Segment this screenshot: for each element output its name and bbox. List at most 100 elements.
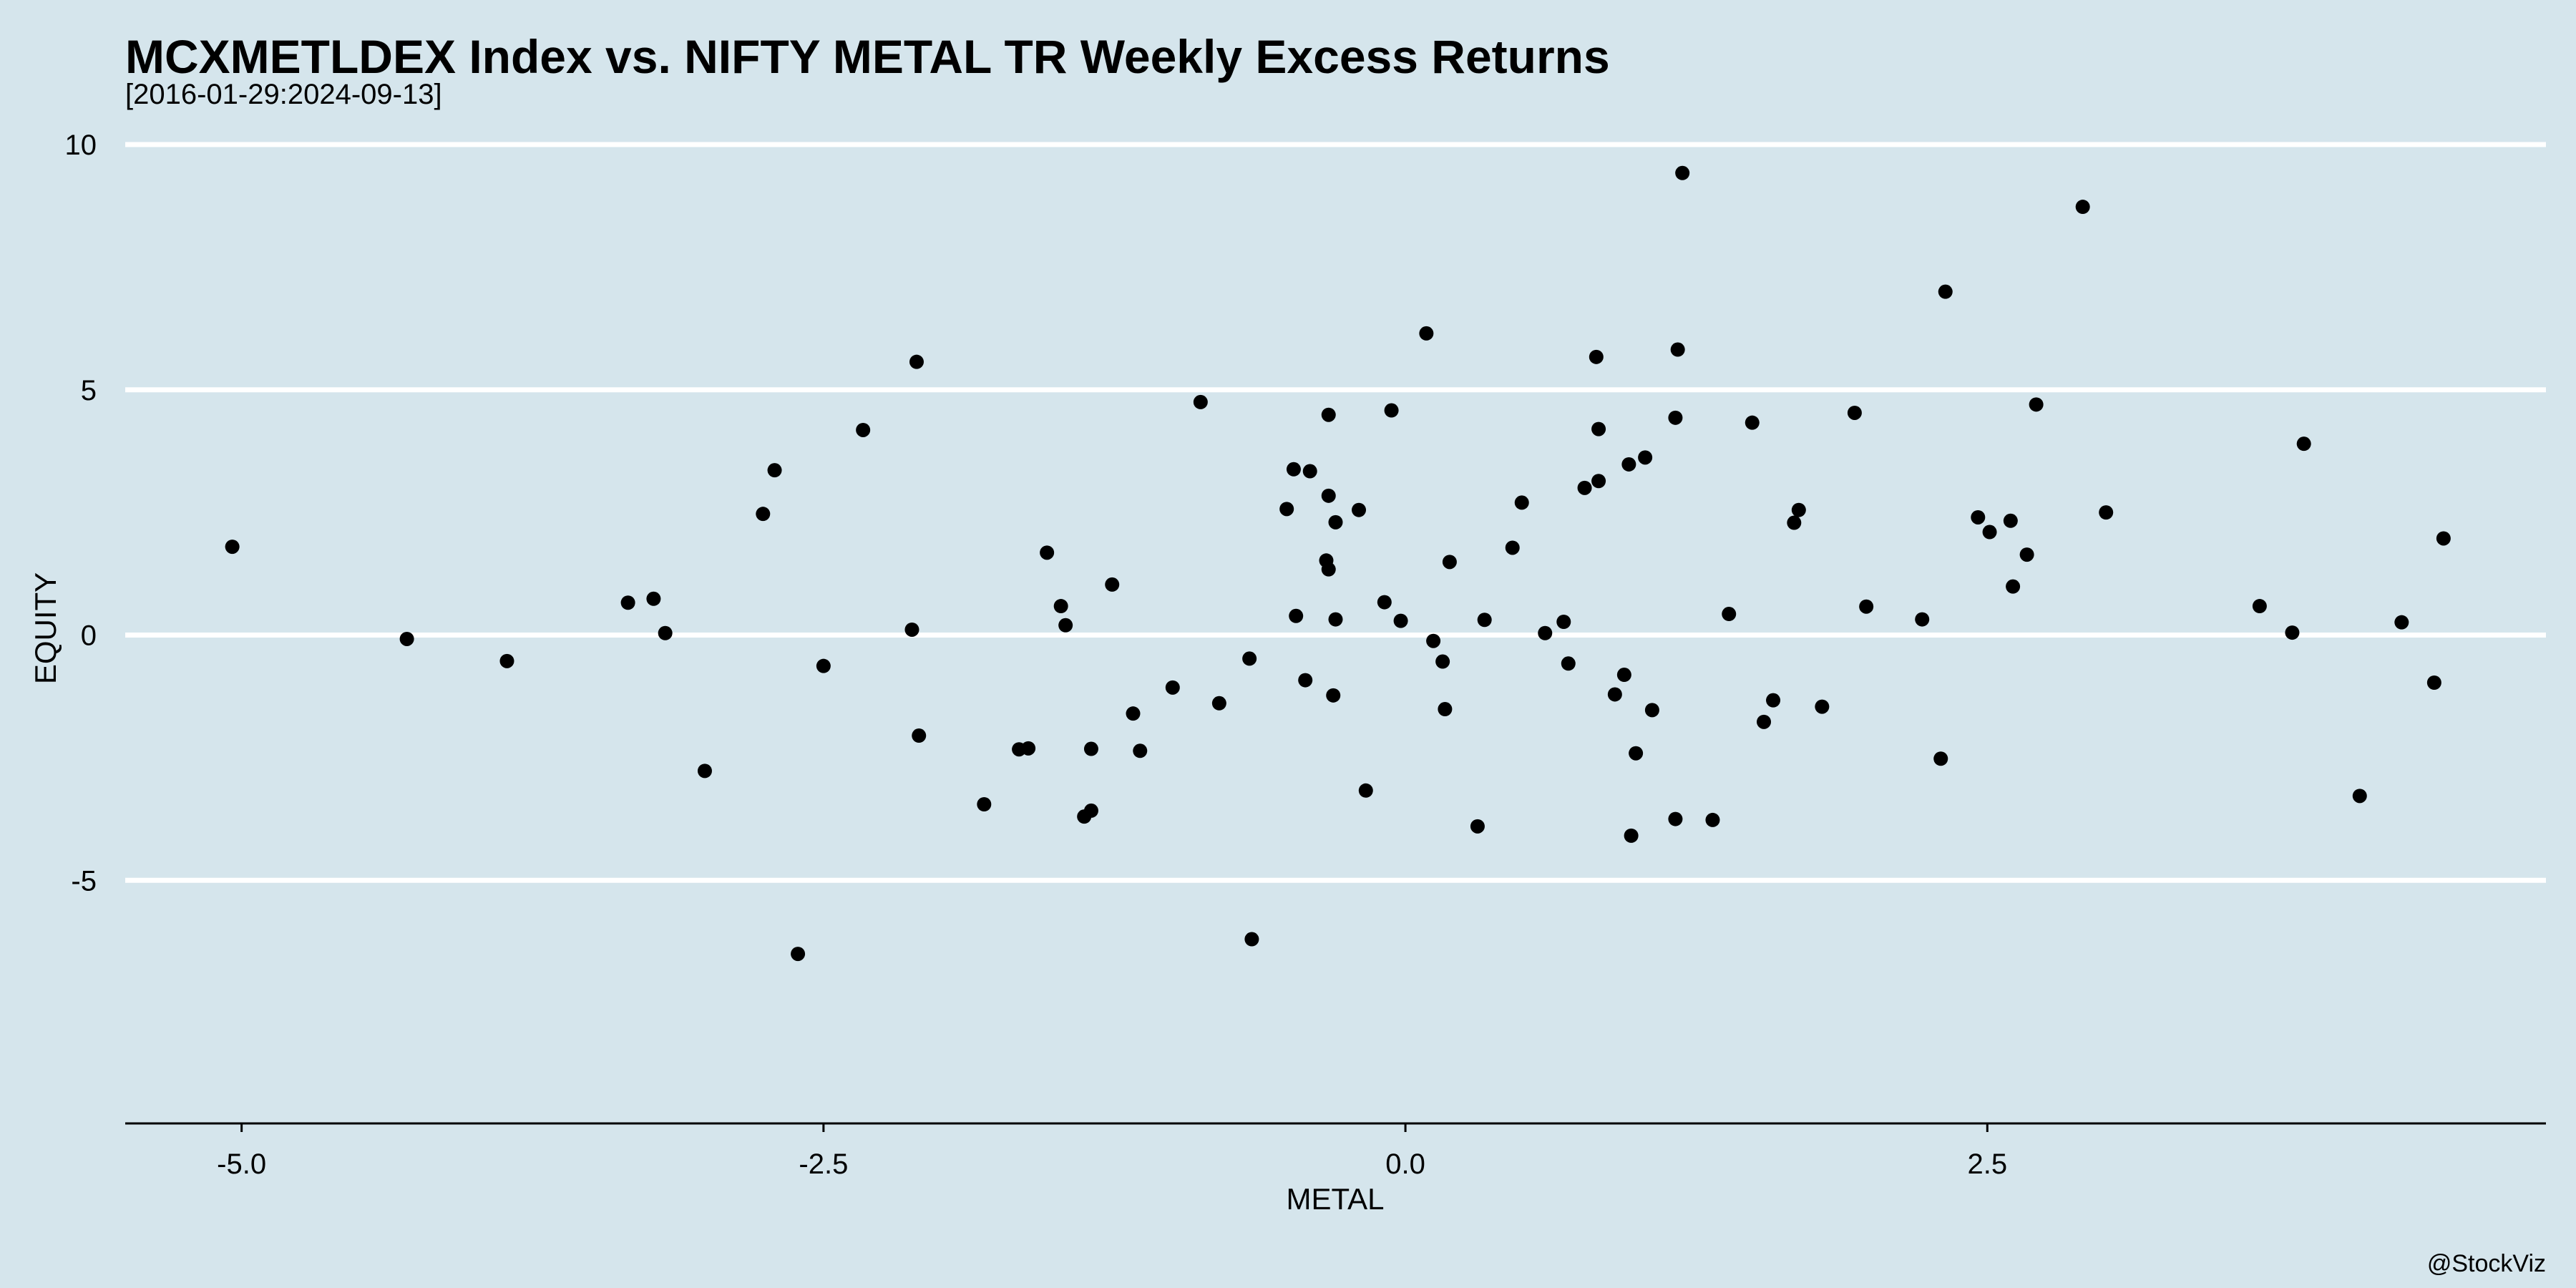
chart-caption: @StockViz [2427, 1250, 2546, 1277]
data-point [1859, 599, 1874, 614]
data-point [1126, 706, 1141, 721]
data-point [1847, 405, 1862, 420]
data-point [1556, 614, 1571, 629]
data-point [646, 591, 661, 606]
data-point [909, 354, 924, 369]
data-point [1514, 495, 1529, 510]
data-point [1321, 407, 1336, 422]
data-point [1766, 693, 1781, 708]
data-point [1621, 457, 1636, 472]
data-point [1644, 703, 1659, 718]
data-point [977, 796, 992, 811]
data-point [1133, 743, 1148, 758]
data-point [1244, 932, 1259, 947]
data-point [1321, 488, 1336, 503]
y-axis-ticks: 10 5 0 -5 [65, 130, 97, 897]
data-point [1668, 410, 1683, 425]
data-point [1638, 450, 1653, 465]
data-point [1670, 342, 1685, 357]
y-axis-title: EQUITY [29, 572, 62, 684]
data-point [1477, 613, 1492, 628]
data-point [816, 658, 831, 673]
data-point [1577, 480, 1592, 495]
data-point [2252, 599, 2267, 614]
data-point [1298, 673, 1313, 688]
x-tick-label: 2.5 [1968, 1148, 2008, 1180]
data-point [791, 947, 806, 962]
data-point [697, 763, 712, 779]
data-point [1971, 509, 1986, 525]
y-tick-label: 0 [81, 620, 97, 652]
data-point [1326, 688, 1341, 703]
data-point [1505, 540, 1520, 555]
data-point [1426, 633, 1441, 648]
x-axis-ticks: -5.0 -2.5 0.0 2.5 [217, 1123, 2007, 1180]
data-point [1938, 284, 1953, 299]
x-tick-label: 0.0 [1385, 1148, 1425, 1180]
data-point [1442, 555, 1457, 570]
data-point [1328, 612, 1343, 627]
data-point [1393, 613, 1408, 628]
data-point [1083, 741, 1098, 756]
data-point [2436, 531, 2451, 546]
data-point [1589, 349, 1604, 364]
data-point [1791, 502, 1806, 517]
data-point [1933, 751, 1948, 766]
data-point [1193, 394, 1208, 409]
data-point [225, 540, 240, 555]
data-point [1286, 462, 1301, 477]
data-point [1165, 680, 1180, 695]
data-point [1705, 812, 1720, 827]
data-point [1435, 654, 1450, 669]
data-point [1058, 618, 1073, 633]
data-point [1279, 502, 1294, 517]
data-point [1321, 562, 1336, 577]
data-point [1105, 577, 1120, 592]
data-point [856, 422, 871, 437]
data-point [2029, 397, 2044, 412]
data-point [904, 622, 919, 637]
data-point [1083, 803, 1098, 818]
data-point [1722, 607, 1737, 622]
data-point [1470, 819, 1485, 834]
data-point [1561, 656, 1576, 671]
data-point [499, 653, 514, 668]
data-point [2003, 513, 2018, 528]
data-point [2394, 615, 2409, 630]
data-point [1419, 326, 1434, 341]
data-point [1668, 811, 1683, 826]
data-point [1624, 828, 1639, 843]
data-point [2352, 789, 2367, 804]
data-point [1438, 702, 1453, 717]
data-point [1982, 525, 1997, 540]
x-tick-label: -2.5 [799, 1148, 848, 1180]
data-point [1745, 415, 1760, 430]
data-point [1302, 464, 1317, 479]
data-point [1352, 502, 1367, 517]
data-point [1384, 403, 1399, 418]
data-point [2426, 675, 2441, 690]
y-tick-label: 5 [81, 375, 97, 406]
data-point [1358, 783, 1373, 798]
data-point [1629, 746, 1644, 761]
data-point [1591, 474, 1606, 489]
data-point [1053, 599, 1068, 614]
data-point [1616, 668, 1631, 683]
data-point [1591, 421, 1606, 436]
data-point [2099, 505, 2114, 520]
y-tick-label: -5 [71, 865, 97, 897]
data-point [1242, 651, 1257, 666]
data-point [1328, 514, 1343, 530]
data-point [1757, 714, 1772, 729]
data-point [1815, 699, 1830, 714]
x-tick-label: -5.0 [217, 1148, 266, 1180]
data-point [2006, 579, 2021, 594]
data-point [2285, 625, 2300, 640]
data-point [756, 507, 771, 522]
data-point [399, 631, 414, 646]
chart-subtitle: [2016-01-29:2024-09-13] [125, 79, 442, 110]
data-point [620, 595, 635, 610]
data-point [2019, 547, 2034, 562]
data-point [1675, 165, 1690, 180]
